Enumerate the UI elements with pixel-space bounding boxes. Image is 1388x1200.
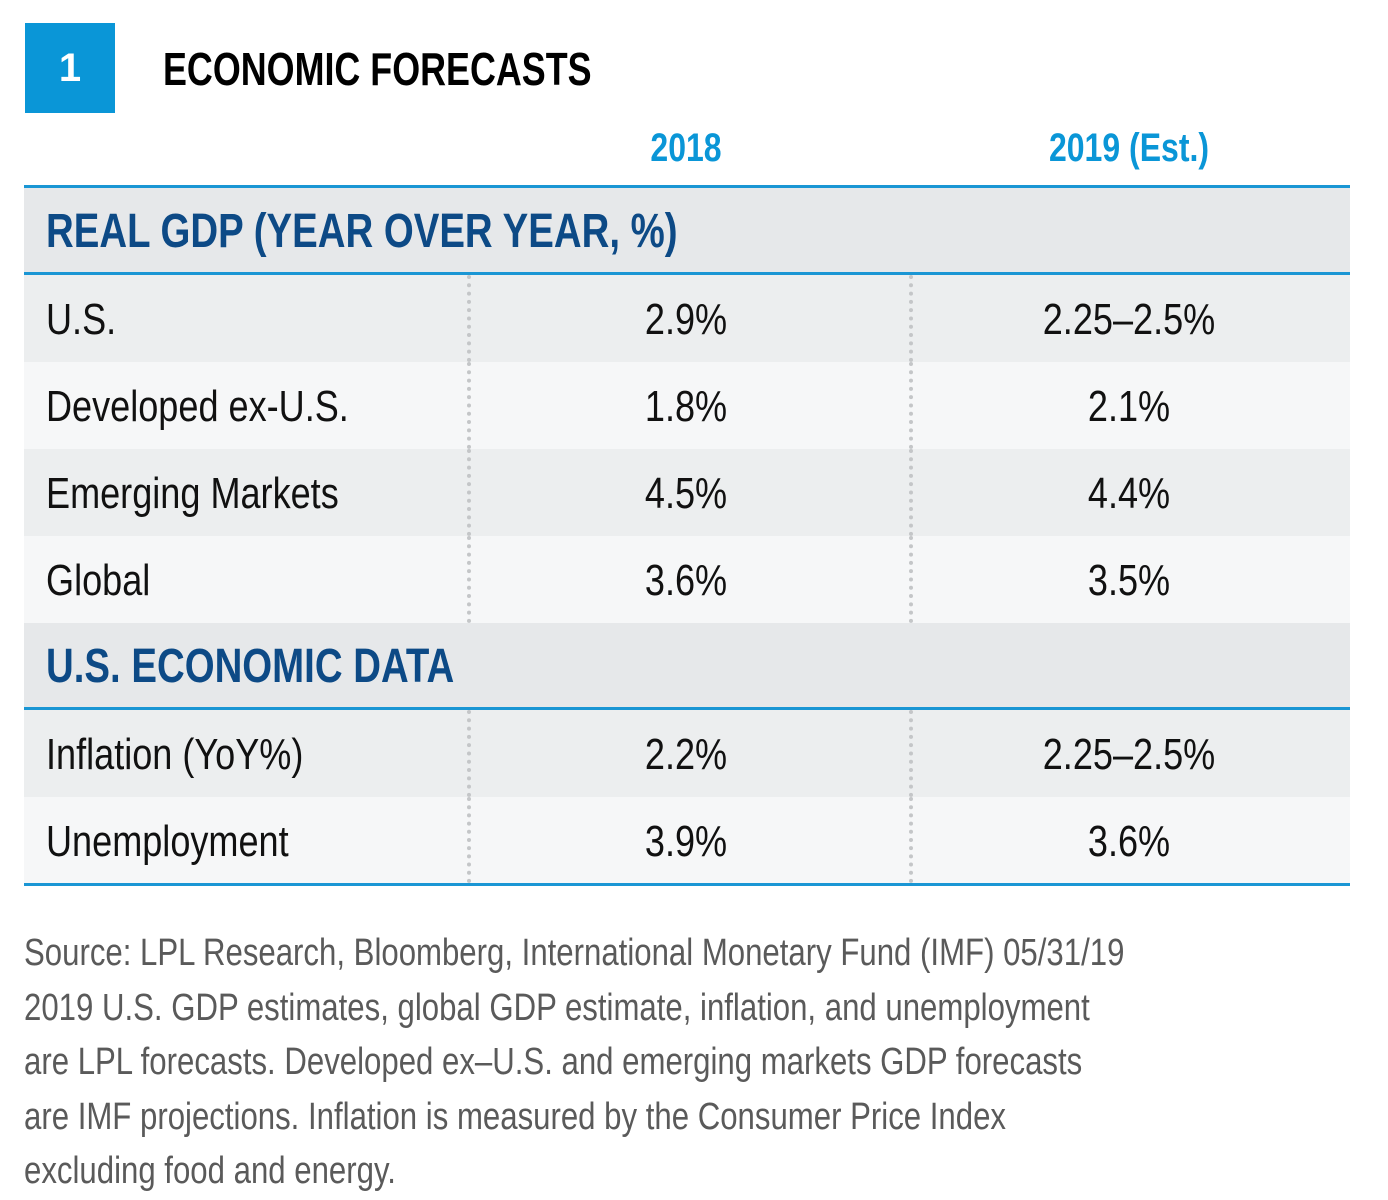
chart-title: ECONOMIC FORECASTS xyxy=(163,43,592,95)
cell-value: 3.5% xyxy=(1087,556,1171,605)
cell-value: 4.5% xyxy=(644,469,728,518)
column-divider xyxy=(909,362,913,449)
column-divider xyxy=(467,797,471,883)
footnote-line: 2019 U.S. GDP estimates, global GDP esti… xyxy=(24,986,1090,1029)
footnote: Source: LPL Research, Bloomberg, Interna… xyxy=(24,926,1364,1199)
column-header-2018: 2018 xyxy=(650,126,722,170)
row-label: Unemployment xyxy=(46,817,289,866)
section-title: REAL GDP (YEAR OVER YEAR, %) xyxy=(46,205,678,258)
section-header: REAL GDP (YEAR OVER YEAR, %) xyxy=(24,185,1350,275)
row-label: Inflation (YoY%) xyxy=(46,730,304,779)
column-divider xyxy=(909,710,913,797)
cell-value: 4.4% xyxy=(1087,469,1171,518)
cell-value: 2.9% xyxy=(644,295,728,344)
cell-value: 3.9% xyxy=(644,817,728,866)
row-label: Developed ex-U.S. xyxy=(46,382,349,431)
table-row: Unemployment 3.9% 3.6% xyxy=(24,797,1350,883)
table-row: Emerging Markets 4.5% 4.4% xyxy=(24,449,1350,536)
column-divider xyxy=(467,275,471,362)
row-label: Emerging Markets xyxy=(46,469,339,518)
row-label: U.S. xyxy=(46,295,117,344)
cell-value: 2.25–2.5% xyxy=(1042,730,1216,779)
footnote-line: are LPL forecasts. Developed ex–U.S. and… xyxy=(24,1041,1083,1083)
cell-value: 2.2% xyxy=(644,730,728,779)
column-divider xyxy=(467,449,471,536)
cell-value: 3.6% xyxy=(644,556,728,605)
column-divider xyxy=(467,536,471,623)
section-title: U.S. ECONOMIC DATA xyxy=(46,640,455,693)
cell-value: 2.1% xyxy=(1087,382,1171,431)
row-label: Global xyxy=(46,556,151,605)
column-divider xyxy=(909,449,913,536)
cell-value: 2.25–2.5% xyxy=(1042,295,1216,344)
column-divider xyxy=(467,362,471,449)
footnote-line: are IMF projections. Inflation is measur… xyxy=(24,1095,1006,1138)
cell-value: 3.6% xyxy=(1087,817,1171,866)
column-divider xyxy=(909,275,913,362)
table-row: Inflation (YoY%) 2.2% 2.25–2.5% xyxy=(24,710,1350,797)
table-row: Developed ex-U.S. 1.8% 2.1% xyxy=(24,362,1350,449)
footnote-line: excluding food and energy. xyxy=(24,1150,396,1192)
cell-value: 1.8% xyxy=(644,382,728,431)
column-divider xyxy=(909,536,913,623)
figure-number-badge: 1 xyxy=(25,23,115,113)
column-divider xyxy=(909,797,913,883)
table-row: Global 3.6% 3.5% xyxy=(24,536,1350,623)
section-header: U.S. ECONOMIC DATA xyxy=(24,623,1350,710)
footnote-line: Source: LPL Research, Bloomberg, Interna… xyxy=(24,932,1125,974)
column-header-2019: 2019 (Est.) xyxy=(1048,126,1210,170)
forecast-table: REAL GDP (YEAR OVER YEAR, %) U.S. 2.9% 2.25… xyxy=(24,185,1350,886)
table-row: U.S. 2.9% 2.25–2.5% xyxy=(24,275,1350,362)
column-divider xyxy=(467,710,471,797)
table-bottom-rule xyxy=(24,883,1350,886)
